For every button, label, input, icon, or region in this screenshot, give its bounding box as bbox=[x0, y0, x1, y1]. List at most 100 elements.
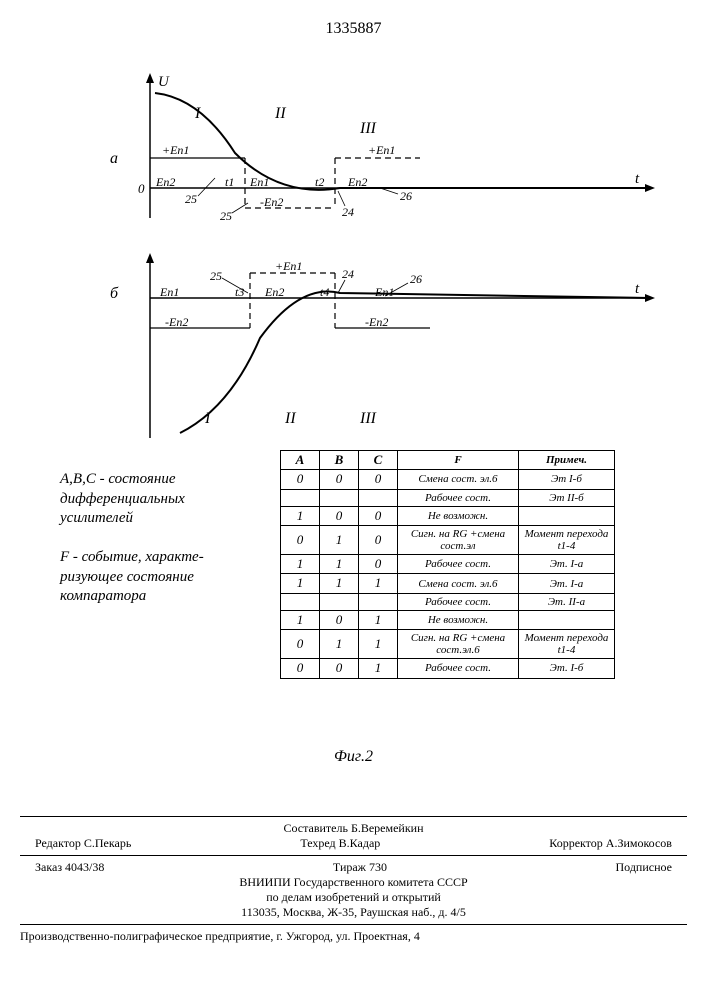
table-row: Рабочее сост.Эт. II-а bbox=[281, 593, 615, 610]
table-cell-a bbox=[281, 593, 320, 610]
label-t1: t1 bbox=[225, 175, 234, 189]
table-cell-a: 0 bbox=[281, 659, 320, 678]
th-note: Примеч. bbox=[519, 451, 615, 470]
upper-graph: U t 0 а I II III +Еп1 +Еп1 Еп2 Еп1 t1 t2… bbox=[110, 73, 655, 223]
printer: Производственно-полиграфическое предприя… bbox=[20, 929, 687, 944]
table-header-row: А В С F Примеч. bbox=[281, 451, 615, 470]
table-cell-note: Момент перехода t1-4 bbox=[519, 630, 615, 659]
table-cell-b: 0 bbox=[320, 506, 359, 525]
th-b: В bbox=[320, 451, 359, 470]
table-cell-note: Эт. I-а bbox=[519, 555, 615, 574]
table-row: 010Сигн. на RG +смена сост.элМомент пере… bbox=[281, 525, 615, 554]
annot-line6: компаратора bbox=[60, 587, 260, 607]
label-ep2-b: Еп2 bbox=[264, 285, 284, 299]
table-cell-f: Сигн. на RG +смена сост.эл.6 bbox=[398, 630, 519, 659]
table-cell-a: 1 bbox=[281, 574, 320, 593]
region-3b: III bbox=[359, 410, 377, 427]
table-cell-note bbox=[519, 610, 615, 629]
table-cell-a: 0 bbox=[281, 630, 320, 659]
tech-editor: Техред В.Кадар bbox=[300, 836, 380, 851]
compiler: Составитель Б.Веремейкин bbox=[20, 821, 687, 836]
table-cell-a: 1 bbox=[281, 610, 320, 629]
table-cell-note: Эт. I-б bbox=[519, 659, 615, 678]
ref-26: 26 bbox=[400, 189, 412, 203]
table-cell-c: 0 bbox=[359, 506, 398, 525]
table-row: 101Не возможн. bbox=[281, 610, 615, 629]
table-cell-f: Рабочее сост. bbox=[398, 593, 519, 610]
table-cell-c: 0 bbox=[359, 525, 398, 554]
annot-line5: ризующее состояние bbox=[60, 568, 260, 588]
label-ep2: Еп2 bbox=[155, 175, 175, 189]
page-number: 1335887 bbox=[20, 20, 687, 38]
x-axis-label: t bbox=[635, 171, 640, 187]
graph-b-label: б bbox=[110, 285, 119, 302]
label-t2: t2 bbox=[315, 175, 324, 189]
table-row: 100Не возможн. bbox=[281, 506, 615, 525]
table-cell-c: 0 bbox=[359, 470, 398, 489]
table-cell-note: Эт. I-а bbox=[519, 574, 615, 593]
org1: ВНИИПИ Государственного комитета СССР bbox=[20, 875, 687, 890]
table-cell-c: 1 bbox=[359, 574, 398, 593]
annot-line1: А,В,С - состояние bbox=[60, 470, 260, 490]
label-ep1-plus-b: +Еп1 bbox=[275, 259, 302, 273]
region-3: III bbox=[359, 120, 377, 137]
table-cell-f: Сигн. на RG +смена сост.эл bbox=[398, 525, 519, 554]
y-axis-label: U bbox=[158, 74, 170, 90]
table-cell-b: 1 bbox=[320, 574, 359, 593]
region-2b: II bbox=[284, 410, 296, 427]
corrector: Корректор А.Зимокосов bbox=[549, 836, 672, 851]
table-cell-f: Рабочее сост. bbox=[398, 489, 519, 506]
table-cell-c: 1 bbox=[359, 659, 398, 678]
table-row: Рабочее сост.Эт II-б bbox=[281, 489, 615, 506]
table-cell-a bbox=[281, 489, 320, 506]
label-ep2-minus-rb: -Еп2 bbox=[365, 315, 388, 329]
table-cell-f: Рабочее сост. bbox=[398, 555, 519, 574]
lower-graph: б t I II III +Еп1 Еп1 Еп2 Еп1 t3 t4 -Еп2… bbox=[110, 253, 655, 438]
table-row: 111Смена сост. эл.6Эт. I-а bbox=[281, 574, 615, 593]
region-2: II bbox=[274, 105, 286, 122]
table-cell-f: Смена сост. эл.6 bbox=[398, 574, 519, 593]
label-t3: t3 bbox=[235, 285, 244, 299]
table-cell-b: 1 bbox=[320, 555, 359, 574]
subscription: Подписное bbox=[616, 860, 673, 875]
th-a: А bbox=[281, 451, 320, 470]
ref-24-b: 24 bbox=[342, 267, 354, 281]
table-cell-b: 0 bbox=[320, 659, 359, 678]
th-f: F bbox=[398, 451, 519, 470]
table-cell-c bbox=[359, 593, 398, 610]
ref-26-b: 26 bbox=[410, 272, 422, 286]
table-row: 011Сигн. на RG +смена сост.эл.6Момент пе… bbox=[281, 630, 615, 659]
th-c: С bbox=[359, 451, 398, 470]
graph-a-label: а bbox=[110, 150, 118, 167]
table-cell-a: 0 bbox=[281, 525, 320, 554]
origin-label: 0 bbox=[138, 181, 145, 196]
table-cell-b: 0 bbox=[320, 470, 359, 489]
annot-line3: усилителей bbox=[60, 509, 260, 529]
annot-line2: дифференциальных bbox=[60, 490, 260, 510]
figure-caption: Фиг.2 bbox=[20, 748, 687, 766]
table-cell-c: 1 bbox=[359, 610, 398, 629]
label-ep2-r: Еп2 bbox=[347, 175, 367, 189]
table-cell-b: 1 bbox=[320, 525, 359, 554]
table-cell-a: 1 bbox=[281, 555, 320, 574]
table-row: 001Рабочее сост.Эт. I-б bbox=[281, 659, 615, 678]
table-cell-f: Не возможн. bbox=[398, 506, 519, 525]
annotations-block: А,В,С - состояние дифференциальных усили… bbox=[60, 470, 260, 607]
table-cell-note: Момент перехода t1-4 bbox=[519, 525, 615, 554]
label-ep1-plus: +Еп1 bbox=[162, 143, 189, 157]
org2: по делам изобретений и открытий bbox=[20, 890, 687, 905]
table-cell-f: Не возможн. bbox=[398, 610, 519, 629]
state-table: А В С F Примеч. 000Смена сост. эл.6Эт I-… bbox=[280, 450, 615, 679]
table-cell-c bbox=[359, 489, 398, 506]
table-row: 110Рабочее сост.Эт. I-а bbox=[281, 555, 615, 574]
ref-25-b: 25 bbox=[210, 269, 222, 283]
table-cell-f: Смена сост. эл.6 bbox=[398, 470, 519, 489]
table-cell-b bbox=[320, 489, 359, 506]
table-cell-b bbox=[320, 593, 359, 610]
table-cell-a: 0 bbox=[281, 470, 320, 489]
addr1: 113035, Москва, Ж-35, Раушская наб., д. … bbox=[20, 905, 687, 920]
ref-24: 24 bbox=[342, 205, 354, 219]
label-ep2-minus: -Еп2 bbox=[260, 195, 283, 209]
label-ep1-b: Еп1 bbox=[159, 285, 179, 299]
footer: Составитель Б.Веремейкин Редактор С.Пека… bbox=[20, 816, 687, 944]
